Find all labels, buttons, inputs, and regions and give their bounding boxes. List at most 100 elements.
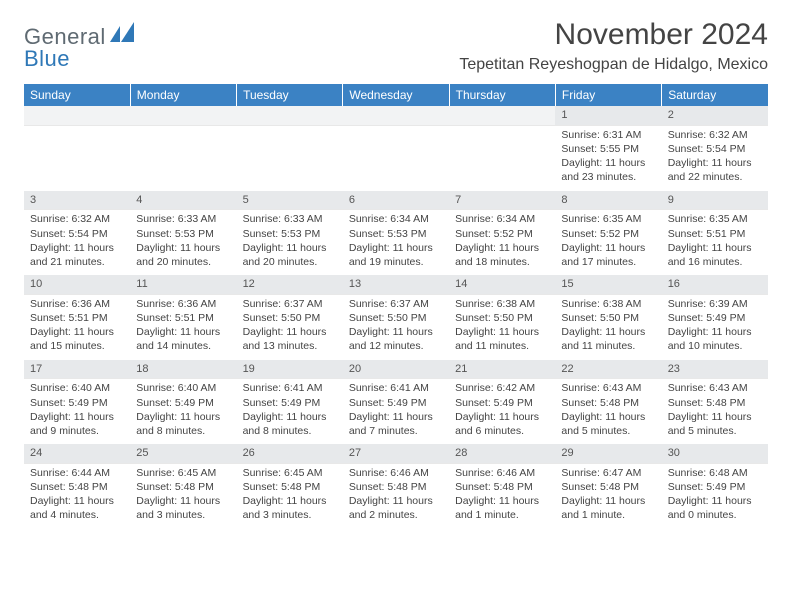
- day-number-cell: 25: [130, 444, 236, 463]
- sunset-label: Sunset:: [243, 228, 279, 240]
- calendar-table: SundayMondayTuesdayWednesdayThursdayFrid…: [24, 84, 768, 529]
- sunset-label: Sunset:: [561, 397, 597, 409]
- sunset-label: Sunset:: [30, 312, 66, 324]
- sunset-value: 5:53 PM: [281, 228, 320, 240]
- daylight-label: Daylight:: [243, 411, 284, 423]
- week-daynum-row: 17181920212223: [24, 360, 768, 379]
- daylight-line: Daylight: 11 hours and 0 minutes.: [668, 494, 762, 522]
- day-number: 25: [130, 444, 236, 463]
- day-header: Saturday: [662, 84, 768, 106]
- sunrise-value: 6:37 AM: [284, 298, 323, 310]
- day-header: Friday: [555, 84, 661, 106]
- day-number-cell: 29: [555, 444, 661, 463]
- day-number: 16: [662, 275, 768, 294]
- day-number: 30: [662, 444, 768, 463]
- sunrise-value: 6:42 AM: [497, 382, 536, 394]
- day-number: 13: [343, 275, 449, 294]
- sunset-label: Sunset:: [349, 228, 385, 240]
- day-cell: Sunrise: 6:41 AMSunset: 5:49 PMDaylight:…: [343, 379, 449, 444]
- day-number-cell: 7: [449, 191, 555, 210]
- sunset-line: Sunset: 5:48 PM: [668, 396, 762, 410]
- sunset-line: Sunset: 5:48 PM: [349, 480, 443, 494]
- daylight-label: Daylight:: [349, 326, 390, 338]
- day-cell-body: Sunrise: 6:35 AMSunset: 5:51 PMDaylight:…: [662, 210, 768, 275]
- sunrise-label: Sunrise:: [243, 298, 282, 310]
- day-number-cell: 16: [662, 275, 768, 294]
- day-number-cell: 19: [237, 360, 343, 379]
- day-number-cell: 24: [24, 444, 130, 463]
- sunset-line: Sunset: 5:52 PM: [455, 227, 549, 241]
- day-cell-body: Sunrise: 6:41 AMSunset: 5:49 PMDaylight:…: [237, 379, 343, 444]
- daylight-line: Daylight: 11 hours and 12 minutes.: [349, 325, 443, 353]
- sunrise-label: Sunrise:: [455, 213, 494, 225]
- sunrise-value: 6:36 AM: [178, 298, 217, 310]
- week-daynum-row: 10111213141516: [24, 275, 768, 294]
- sunset-label: Sunset:: [30, 228, 66, 240]
- sunrise-line: Sunrise: 6:46 AM: [349, 466, 443, 480]
- day-number: [449, 106, 555, 125]
- day-number: 26: [237, 444, 343, 463]
- daylight-label: Daylight:: [668, 411, 709, 423]
- sunrise-label: Sunrise:: [561, 129, 600, 141]
- day-number-cell: 1: [555, 106, 661, 125]
- sunset-value: 5:51 PM: [706, 228, 745, 240]
- sunset-label: Sunset:: [455, 312, 491, 324]
- day-number-cell: 18: [130, 360, 236, 379]
- sunrise-line: Sunrise: 6:35 AM: [668, 212, 762, 226]
- day-cell-body: Sunrise: 6:40 AMSunset: 5:49 PMDaylight:…: [24, 379, 130, 444]
- sunset-value: 5:48 PM: [494, 481, 533, 493]
- day-cell-body: Sunrise: 6:34 AMSunset: 5:52 PMDaylight:…: [449, 210, 555, 275]
- sunset-value: 5:48 PM: [281, 481, 320, 493]
- sunrise-line: Sunrise: 6:31 AM: [561, 128, 655, 142]
- sunset-value: 5:52 PM: [494, 228, 533, 240]
- day-cell: Sunrise: 6:38 AMSunset: 5:50 PMDaylight:…: [555, 294, 661, 359]
- sunrise-value: 6:43 AM: [709, 382, 748, 394]
- sunrise-value: 6:44 AM: [71, 467, 110, 479]
- sunset-line: Sunset: 5:50 PM: [349, 311, 443, 325]
- daylight-label: Daylight:: [243, 495, 284, 507]
- sunset-line: Sunset: 5:49 PM: [243, 396, 337, 410]
- daylight-label: Daylight:: [561, 495, 602, 507]
- sunset-value: 5:52 PM: [600, 228, 639, 240]
- sunrise-label: Sunrise:: [243, 213, 282, 225]
- title-block: November 2024 Tepetitan Reyeshogpan de H…: [459, 18, 768, 74]
- daylight-line: Daylight: 11 hours and 7 minutes.: [349, 410, 443, 438]
- day-number: [237, 106, 343, 125]
- week-content-row: Sunrise: 6:40 AMSunset: 5:49 PMDaylight:…: [24, 379, 768, 444]
- sunrise-value: 6:46 AM: [390, 467, 429, 479]
- day-cell-body: Sunrise: 6:38 AMSunset: 5:50 PMDaylight:…: [555, 295, 661, 360]
- daylight-label: Daylight:: [561, 157, 602, 169]
- daylight-line: Daylight: 11 hours and 11 minutes.: [455, 325, 549, 353]
- daylight-line: Daylight: 11 hours and 8 minutes.: [136, 410, 230, 438]
- day-cell: Sunrise: 6:33 AMSunset: 5:53 PMDaylight:…: [130, 210, 236, 275]
- sunset-value: 5:55 PM: [600, 143, 639, 155]
- sunrise-label: Sunrise:: [349, 467, 388, 479]
- sunrise-value: 6:46 AM: [497, 467, 536, 479]
- day-number-cell: 21: [449, 360, 555, 379]
- sunrise-value: 6:35 AM: [709, 213, 748, 225]
- sunset-value: 5:50 PM: [600, 312, 639, 324]
- day-number-cell: 8: [555, 191, 661, 210]
- sunset-line: Sunset: 5:50 PM: [561, 311, 655, 325]
- day-number: 28: [449, 444, 555, 463]
- day-number-cell: 2: [662, 106, 768, 125]
- day-number-cell: 20: [343, 360, 449, 379]
- day-number: 21: [449, 360, 555, 379]
- sunrise-value: 6:36 AM: [71, 298, 110, 310]
- sunrise-value: 6:39 AM: [709, 298, 748, 310]
- daylight-line: Daylight: 11 hours and 14 minutes.: [136, 325, 230, 353]
- sunrise-value: 6:34 AM: [390, 213, 429, 225]
- daylight-label: Daylight:: [455, 495, 496, 507]
- sunset-line: Sunset: 5:53 PM: [349, 227, 443, 241]
- daylight-label: Daylight:: [455, 326, 496, 338]
- day-number-cell: 5: [237, 191, 343, 210]
- day-cell-body: [237, 126, 343, 184]
- week-daynum-row: 3456789: [24, 191, 768, 210]
- day-cell-body: Sunrise: 6:36 AMSunset: 5:51 PMDaylight:…: [24, 295, 130, 360]
- day-cell-body: Sunrise: 6:35 AMSunset: 5:52 PMDaylight:…: [555, 210, 661, 275]
- sunset-value: 5:48 PM: [175, 481, 214, 493]
- day-number-cell: 26: [237, 444, 343, 463]
- sunrise-label: Sunrise:: [455, 298, 494, 310]
- sunrise-line: Sunrise: 6:46 AM: [455, 466, 549, 480]
- day-cell-body: Sunrise: 6:44 AMSunset: 5:48 PMDaylight:…: [24, 464, 130, 529]
